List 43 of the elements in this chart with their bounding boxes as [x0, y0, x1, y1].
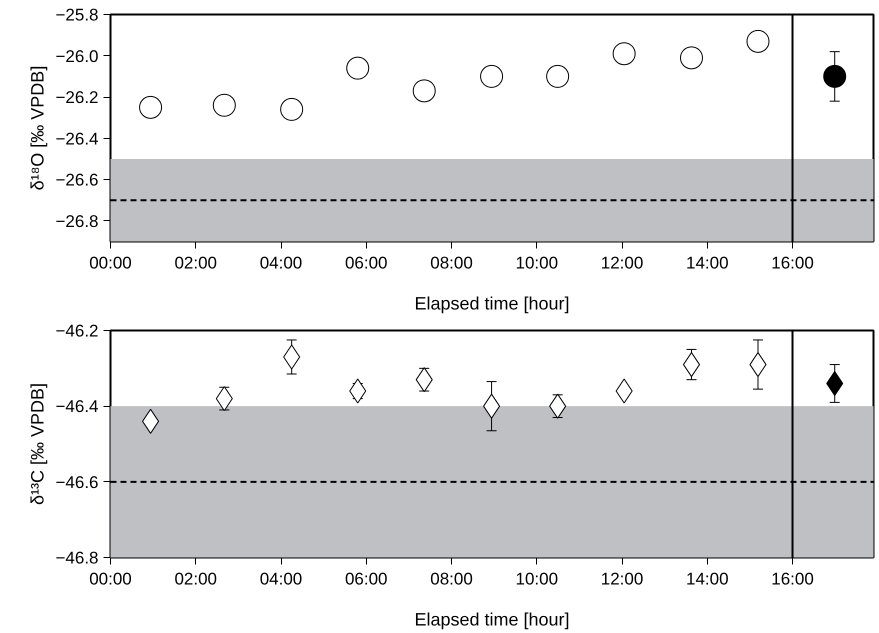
x-tick-label: 10:00: [515, 570, 558, 588]
y-tick-label: −25.8: [55, 6, 98, 24]
x-tick-label: 14:00: [686, 570, 729, 588]
y-tick-label: −26.8: [55, 212, 98, 231]
point: [746, 30, 770, 53]
x-tick-label: 14:00: [686, 254, 729, 272]
x-axis-title: Elapsed time [hour]: [414, 294, 570, 314]
x-tick-label: 00:00: [89, 570, 132, 588]
y-axis-title: δ¹⁸O [‰ VPDB]: [27, 66, 48, 190]
x-tick-label: 06:00: [344, 570, 388, 588]
point: [612, 42, 636, 66]
y-axis-title: δ¹³C [‰ VPDB]: [27, 382, 48, 506]
x-tick-label: 06:00: [344, 254, 388, 272]
x-tick-label: 16:00: [771, 570, 814, 588]
point: [280, 98, 304, 121]
x-tick-label: 08:00: [430, 254, 473, 272]
x-tick-label: 16:00: [771, 254, 814, 272]
x-tick-label: 12:00: [600, 254, 644, 272]
x-tick-label: 00:00: [89, 254, 132, 272]
x-tick-label: 08:00: [430, 570, 473, 588]
point: [346, 56, 370, 80]
x-tick-label: 10:00: [515, 254, 558, 272]
point: [480, 64, 504, 88]
y-tick-label: −26.0: [55, 46, 98, 66]
x-tick-label: 02:00: [174, 570, 218, 588]
x-tick-label: 04:00: [260, 570, 302, 588]
point: [546, 64, 570, 88]
x-tick-label: 12:00: [600, 570, 644, 588]
y-tick-label: −26.4: [55, 129, 98, 148]
point: [212, 94, 236, 117]
x-tick-label: 02:00: [174, 254, 218, 272]
x-axis-title: Elapsed time [hour]: [414, 610, 570, 630]
x-tick-label: 04:00: [260, 254, 302, 272]
y-tick-label: −26.6: [55, 170, 98, 190]
y-tick-label: −46.6: [55, 472, 98, 492]
y-tick-label: −46.8: [55, 548, 98, 568]
point: [823, 64, 846, 88]
point: [139, 96, 162, 119]
point: [412, 79, 436, 102]
y-tick-label: −46.4: [55, 397, 98, 416]
point: [680, 46, 703, 70]
y-tick-label: −46.2: [55, 322, 98, 340]
y-tick-label: −26.2: [55, 88, 98, 108]
